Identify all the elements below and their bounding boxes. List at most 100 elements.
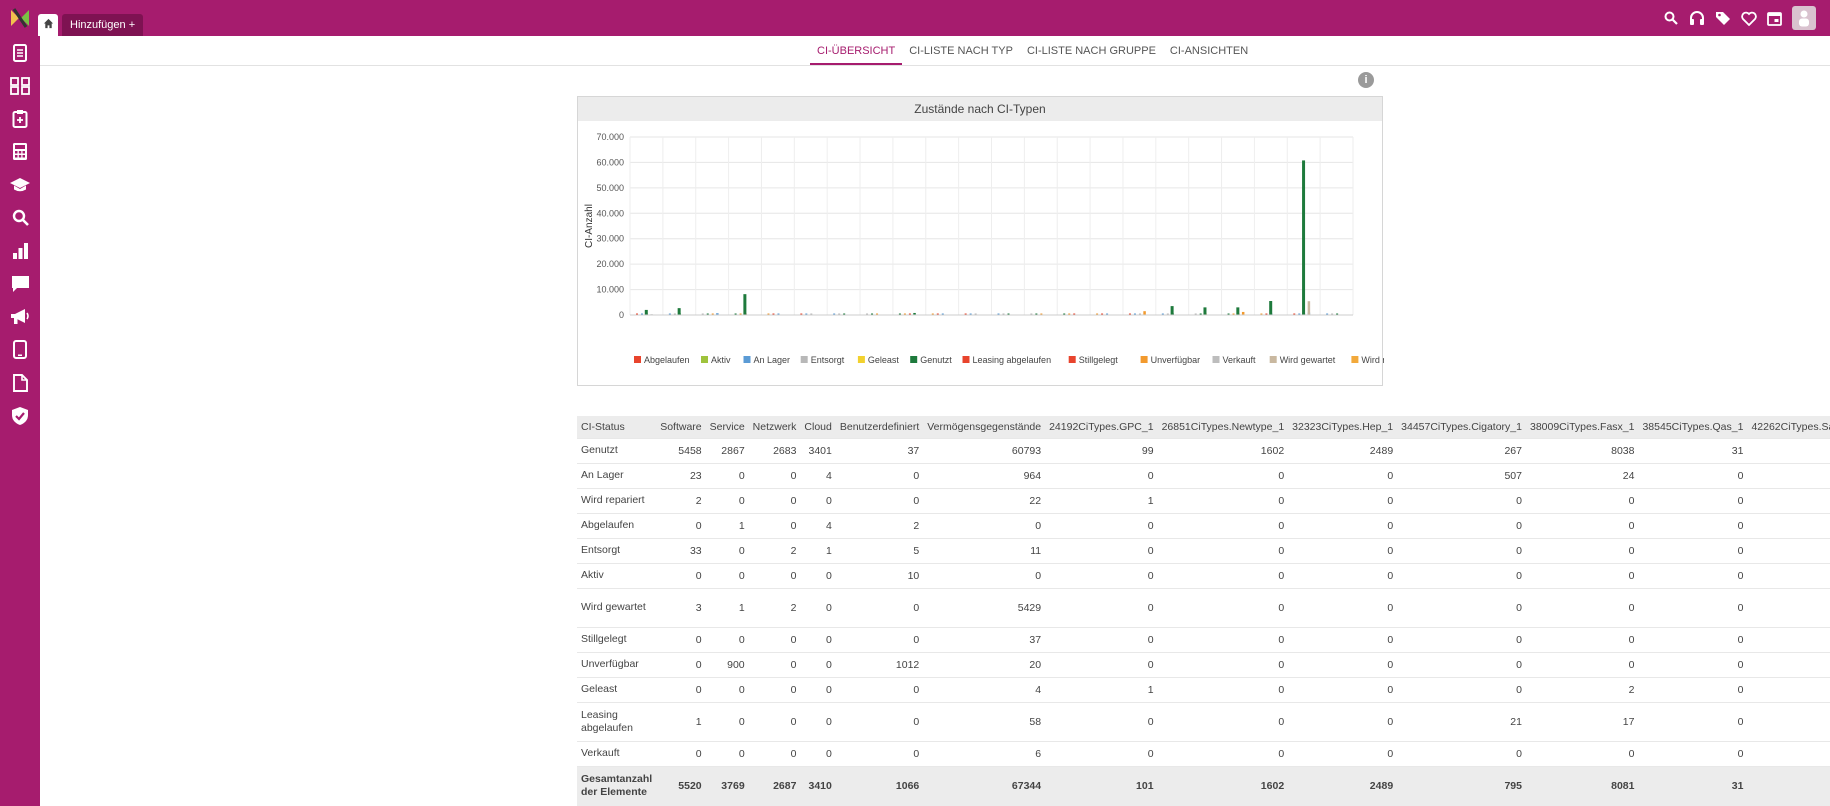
table-cell: 0 (1288, 512, 1398, 538)
table-row: Leasing abgelaufen1000058000211700 (577, 701, 1830, 741)
chart-bar (871, 313, 874, 315)
search-icon[interactable] (0, 201, 40, 234)
legend-entry: Genutzt (920, 355, 952, 365)
chart-bar (964, 313, 967, 315)
table-cell: 0 (1638, 537, 1748, 563)
shield-check-icon[interactable] (0, 399, 40, 432)
search-icon[interactable] (1662, 10, 1679, 27)
column-header[interactable]: 24192CiTypes.GPC_1 (1045, 416, 1158, 438)
table-cell: 0 (1045, 651, 1158, 677)
table-cell: 0 (1747, 740, 1830, 766)
app-logo-icon[interactable] (8, 6, 32, 30)
file-icon[interactable] (0, 366, 40, 399)
table-cell: 0 (835, 701, 924, 741)
dashboard-icon[interactable] (0, 69, 40, 102)
chart-bar (716, 313, 719, 315)
home-tab[interactable] (38, 14, 58, 36)
table-cell: 0 (800, 587, 836, 627)
column-header[interactable]: Vermögensgegenstände (923, 416, 1046, 438)
row-label: Aktiv (577, 562, 657, 588)
calendar-icon[interactable] (1766, 10, 1783, 27)
table-cell: 31 (1638, 437, 1748, 463)
tag-icon[interactable] (1714, 10, 1731, 27)
table-cell: 8038 (1525, 437, 1639, 463)
table-cell: 0 (748, 626, 801, 652)
table-cell: 0 (1638, 626, 1748, 652)
add-tab-button[interactable]: Hinzufügen + (62, 14, 144, 36)
column-header[interactable]: 32323CiTypes.Hep_1 (1288, 416, 1398, 438)
table-cell: 2 (748, 587, 801, 627)
chart-bar (1133, 313, 1136, 315)
table-cell: 0 (748, 701, 801, 741)
column-header[interactable]: Benutzerdefiniert (835, 416, 924, 438)
user-avatar-icon[interactable] (1792, 6, 1816, 30)
table-cell: 0 (1397, 740, 1526, 766)
table-cell: 0 (1638, 740, 1748, 766)
table-cell: 0 (748, 562, 801, 588)
table-cell: 0 (705, 562, 749, 588)
table-cell: 0 (800, 676, 836, 702)
heart-icon[interactable] (1740, 10, 1757, 27)
clipboard-icon[interactable] (0, 102, 40, 135)
table-cell: 0 (1157, 676, 1289, 702)
row-label: Gesamtanzahl der Elemente (577, 765, 657, 806)
row-label: Verkauft (577, 740, 657, 766)
calculator-icon[interactable] (0, 135, 40, 168)
column-header[interactable]: Cloud (800, 416, 836, 438)
chart-bar (997, 313, 1000, 315)
table-row: Wird gewartet3120054290000000 (577, 587, 1830, 627)
table-row: Abgelaufen0104200000000 (577, 512, 1830, 538)
legend-swatch (1068, 356, 1076, 363)
table-cell: 33 (656, 537, 706, 563)
chart-bar (843, 313, 846, 315)
headset-icon[interactable] (1688, 10, 1705, 27)
column-header[interactable]: 34457CiTypes.Cigatory_1 (1397, 416, 1526, 438)
table-cell: 0 (1157, 740, 1289, 766)
table-cell: 0 (835, 487, 924, 513)
graduation-cap-icon[interactable] (0, 168, 40, 201)
table-cell: 0 (1397, 626, 1526, 652)
table-cell: 0 (1045, 701, 1158, 741)
column-header[interactable]: 42262CiTypes.SameasQas_1 (1747, 416, 1830, 438)
tab-ci-liste-nach-typ[interactable]: CI-LISTE NACH TYP (909, 45, 1013, 57)
bar-chart-icon[interactable] (0, 234, 40, 267)
chart-bar (810, 313, 813, 315)
table-cell: 0 (1157, 562, 1289, 588)
row-label: Genutzt (577, 437, 657, 463)
table-cell: 0 (748, 487, 801, 513)
chart-bar (931, 313, 934, 315)
column-header[interactable]: 26851CiTypes.Newtype_1 (1157, 416, 1289, 438)
chart-bar (1194, 313, 1197, 315)
tab-ci-liste-nach-gruppe[interactable]: CI-LISTE NACH GRUPPE (1026, 45, 1156, 57)
chart-bar (1307, 301, 1311, 315)
mobile-icon[interactable] (0, 333, 40, 366)
legend-entry: Aktiv (711, 355, 731, 365)
table-cell: 0 (1638, 651, 1748, 677)
legend-swatch (701, 356, 708, 363)
tab-ci-ansichten[interactable]: CI-ANSICHTEN (1169, 45, 1249, 57)
chat-icon[interactable] (0, 267, 40, 300)
column-header-status[interactable]: CI-Status (577, 416, 657, 438)
table-cell: 0 (1638, 701, 1748, 741)
legend-entry: Geleast (868, 355, 900, 365)
megaphone-icon[interactable] (0, 300, 40, 333)
table-cell: 0 (1288, 740, 1398, 766)
table-cell: 1 (705, 512, 749, 538)
column-header[interactable]: Software (656, 416, 706, 438)
column-header[interactable]: Service (705, 416, 749, 438)
document-icon[interactable] (0, 36, 40, 69)
column-header[interactable]: Netzwerk (748, 416, 801, 438)
table-cell: 0 (1397, 562, 1526, 588)
row-label: Wird gewartet (577, 587, 657, 627)
table-cell: 0 (748, 462, 801, 488)
chart-bar (913, 312, 916, 315)
chart-bar (706, 313, 709, 315)
table-cell: 0 (705, 701, 749, 741)
column-header[interactable]: 38009CiTypes.Fasx_1 (1525, 416, 1639, 438)
table-cell: 5 (835, 537, 924, 563)
info-icon[interactable]: i (1358, 72, 1374, 88)
legend-swatch (962, 356, 970, 363)
tab-ci-uebersicht[interactable]: CI-ÜBERSICHT (810, 45, 903, 65)
legend-swatch (1269, 356, 1277, 363)
column-header[interactable]: 38545CiTypes.Qas_1 (1638, 416, 1748, 438)
